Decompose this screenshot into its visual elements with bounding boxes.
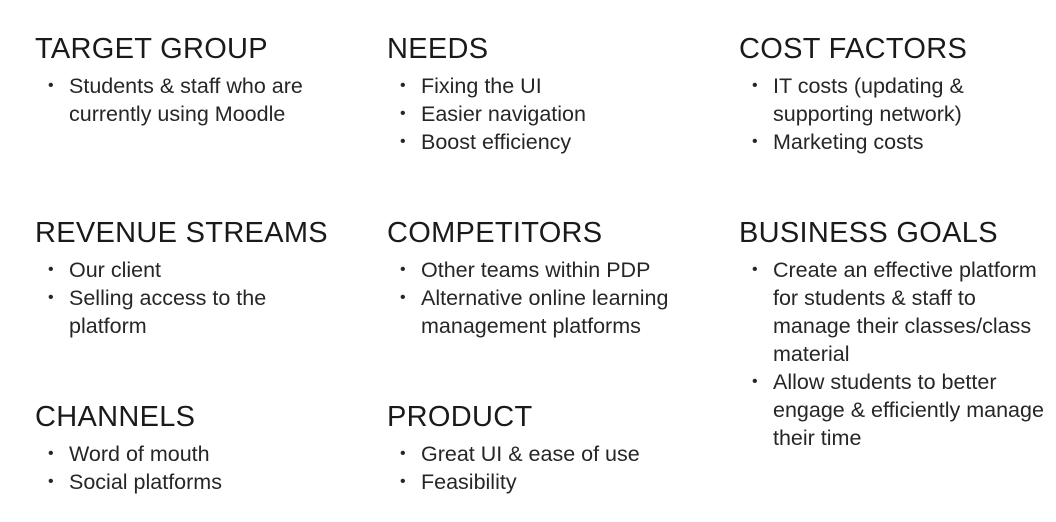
list-item: • Alternative online learning management … bbox=[400, 286, 669, 338]
cost-factors-list: • IT costs (updating & supporting network… bbox=[739, 72, 1039, 156]
bullet-icon: • bbox=[48, 261, 54, 278]
list-item: • Social platforms bbox=[48, 470, 222, 494]
section-title-competitors: COMPETITORS bbox=[387, 217, 603, 249]
section-title-revenue-streams: REVENUE STREAMS bbox=[35, 217, 328, 249]
list-item: • Create an effective platform for studen… bbox=[752, 258, 1037, 366]
list-item: • Our client bbox=[48, 258, 162, 282]
list-item: • Selling access to the platform bbox=[48, 286, 267, 338]
list-item: • Marketing costs bbox=[752, 130, 924, 154]
list-item: • Great UI & ease of use bbox=[400, 442, 640, 466]
bullet-icon: • bbox=[752, 77, 758, 94]
bullet-icon: • bbox=[400, 77, 406, 94]
section-title-cost-factors: COST FACTORS bbox=[739, 33, 968, 65]
section-title-target-group: TARGET GROUP bbox=[35, 33, 268, 65]
list-item: • Boost efficiency bbox=[400, 130, 572, 154]
bullet-icon: • bbox=[400, 445, 406, 462]
needs-list: • Fixing the UI • Easier navigation • Boost… bbox=[387, 72, 707, 156]
bullet-icon: • bbox=[752, 261, 758, 278]
list-item: • Fixing the UI bbox=[400, 74, 542, 98]
revenue-streams-list: • Our client • Selling access to the platf… bbox=[35, 256, 335, 340]
section-title-needs: NEEDS bbox=[387, 33, 489, 65]
bullet-icon: • bbox=[48, 445, 54, 462]
bullet-icon: • bbox=[48, 77, 54, 94]
section-competitors: COMPETITORS • Other teams within PDP • Alt… bbox=[387, 218, 697, 340]
list-item: • Students & staff who are currently usin… bbox=[48, 74, 303, 126]
bullet-icon: • bbox=[752, 133, 758, 150]
bullet-icon: • bbox=[48, 473, 54, 490]
section-target-group: TARGET GROUP • Students & staff who are c… bbox=[35, 34, 355, 128]
bullet-icon: • bbox=[752, 373, 758, 390]
bullet-icon: • bbox=[400, 473, 406, 490]
product-list: • Great UI & ease of use • Feasibility bbox=[387, 440, 697, 496]
list-item: • Other teams within PDP bbox=[400, 258, 651, 282]
list-item: • Word of mouth bbox=[48, 442, 210, 466]
section-product: PRODUCT • Great UI & ease of use • Feasibi… bbox=[387, 402, 697, 496]
section-revenue-streams: REVENUE STREAMS • Our client • Selling acc… bbox=[35, 218, 335, 340]
section-cost-factors: COST FACTORS • IT costs (updating & suppo… bbox=[739, 34, 1039, 156]
bullet-icon: • bbox=[400, 133, 406, 150]
target-group-list: • Students & staff who are currently usin… bbox=[35, 72, 355, 128]
bullet-icon: • bbox=[400, 289, 406, 306]
list-item: • IT costs (updating & supporting network… bbox=[752, 74, 964, 126]
bullet-icon: • bbox=[400, 261, 406, 278]
section-title-channels: CHANNELS bbox=[35, 401, 196, 433]
section-business-goals: BUSINESS GOALS • Create an effective plat… bbox=[739, 218, 1049, 452]
bullet-icon: • bbox=[48, 289, 54, 306]
channels-list: • Word of mouth • Social platforms bbox=[35, 440, 335, 496]
section-channels: CHANNELS • Word of mouth • Social platform… bbox=[35, 402, 335, 496]
section-title-business-goals: BUSINESS GOALS bbox=[739, 217, 998, 249]
section-needs: NEEDS • Fixing the UI • Easier navigation … bbox=[387, 34, 707, 156]
list-item: • Easier navigation bbox=[400, 102, 586, 126]
section-title-product: PRODUCT bbox=[387, 401, 533, 433]
list-item: • Allow students to better engage & effic… bbox=[752, 370, 1044, 450]
list-item: • Feasibility bbox=[400, 470, 517, 494]
competitors-list: • Other teams within PDP • Alternative onl… bbox=[387, 256, 697, 340]
business-goals-list: • Create an effective platform for studen… bbox=[739, 256, 1049, 452]
bullet-icon: • bbox=[400, 105, 406, 122]
